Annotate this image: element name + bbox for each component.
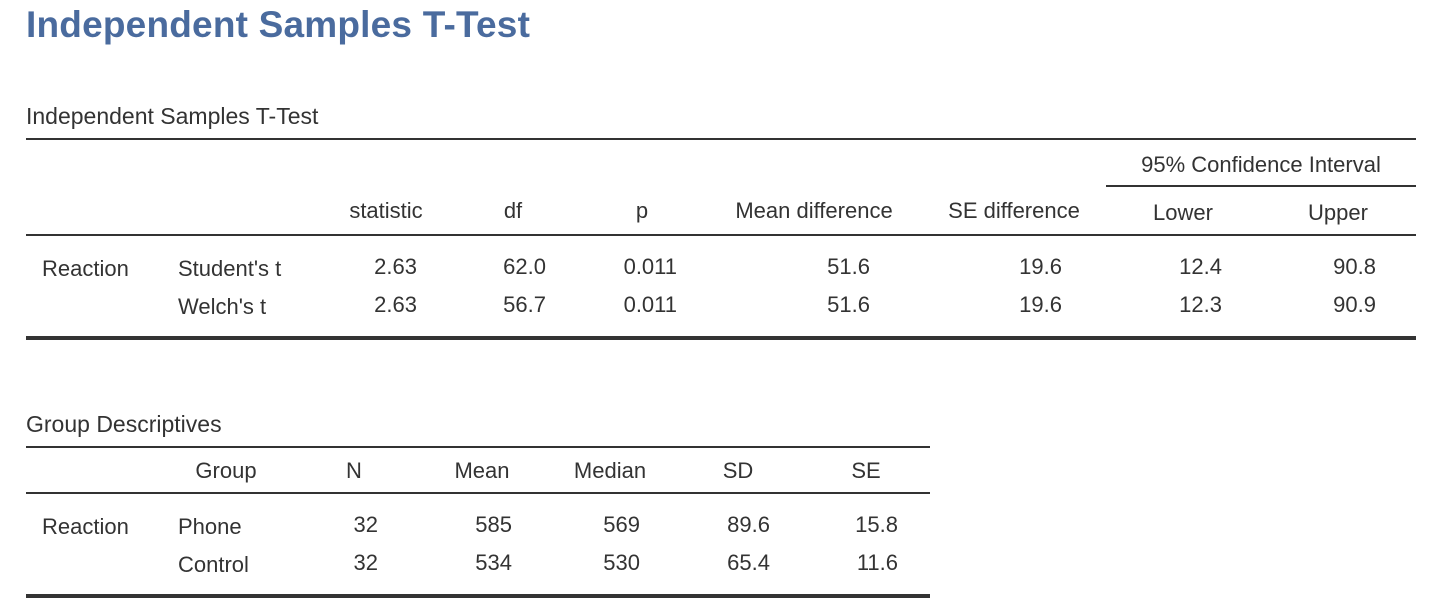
table-top-rule [26, 138, 1416, 140]
se-value: 15.8 [855, 512, 898, 537]
statistic-value: 2.63 [374, 292, 417, 317]
sd-value: 65.4 [727, 550, 770, 575]
ci-upper-value: 90.9 [1333, 292, 1376, 317]
se-difference-value: 19.6 [1019, 254, 1062, 279]
ci-header: 95% Confidence Interval [1141, 152, 1381, 177]
table-bottom-rule [26, 594, 930, 598]
group-name: Phone [178, 514, 242, 539]
col-header-group: Group [195, 458, 257, 483]
col-header-median: Median [573, 458, 647, 483]
col-header-mean: Mean [454, 458, 510, 483]
median-value: 530 [603, 550, 640, 575]
col-header-sd: SD [722, 458, 754, 483]
mean-value: 534 [475, 550, 512, 575]
ci-upper-value: 90.8 [1333, 254, 1376, 279]
test-name: Student's t [178, 256, 282, 281]
statistic-value: 2.63 [374, 254, 417, 279]
n-value: 32 [353, 512, 378, 537]
median-value: 569 [603, 512, 640, 537]
se-value: 11.6 [856, 550, 898, 575]
ttest-table-caption: Independent Samples T-Test [26, 103, 319, 129]
ci-lower-value: 12.4 [1179, 254, 1222, 279]
df-value: 62.0 [503, 254, 546, 279]
row-variable-label: Reaction [42, 514, 129, 539]
descriptives-table-caption: Group Descriptives [26, 411, 222, 437]
header-rule [26, 234, 1416, 236]
table-bottom-rule [26, 336, 1416, 340]
col-header-se-difference: SE difference [948, 198, 1080, 223]
mean-difference-value: 51.6 [827, 254, 870, 279]
table-top-rule [26, 446, 930, 448]
mean-difference-value: 51.6 [827, 292, 870, 317]
ci-header-rule [1106, 185, 1416, 187]
test-name: Welch's t [178, 294, 267, 319]
ci-lower-value: 12.3 [1179, 292, 1222, 317]
p-value: 0.011 [623, 292, 677, 317]
col-header-mean-difference: Mean difference [735, 198, 893, 223]
p-value: 0.011 [623, 254, 677, 279]
mean-value: 585 [475, 512, 512, 537]
col-header-upper: Upper [1308, 200, 1368, 225]
sd-value: 89.6 [727, 512, 770, 537]
col-header-p: p [635, 198, 649, 223]
df-value: 56.7 [503, 292, 546, 317]
col-header-df: df [503, 198, 523, 223]
page-title: Independent Samples T-Test [26, 4, 531, 45]
col-header-statistic: statistic [349, 198, 423, 223]
col-header-se: SE [851, 458, 881, 483]
se-difference-value: 19.6 [1019, 292, 1062, 317]
n-value: 32 [353, 550, 378, 575]
col-header-lower: Lower [1153, 200, 1213, 225]
row-variable-label: Reaction [42, 256, 129, 281]
col-header-n: N [346, 458, 362, 483]
header-rule [26, 492, 930, 494]
group-name: Control [178, 552, 249, 577]
